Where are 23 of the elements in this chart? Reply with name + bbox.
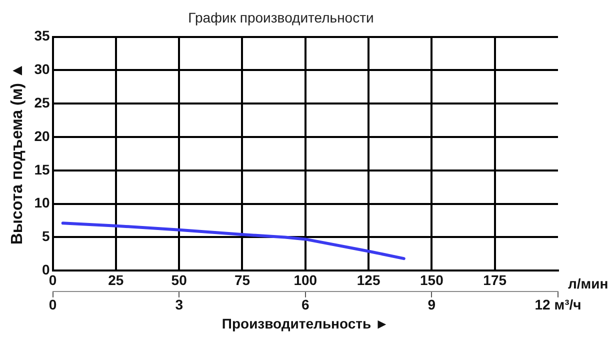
- y-tick-label: 15: [34, 161, 50, 178]
- x-tick-label: 175: [483, 272, 507, 288]
- chart-title: График производительности: [188, 9, 374, 26]
- x2-tick-label: 3: [175, 296, 184, 313]
- x-tick-label: 75: [234, 272, 250, 288]
- y-axis-title: Высота подъема (м) ▲: [9, 62, 26, 245]
- x-tick-label: 100: [294, 272, 318, 288]
- x-tick-label: 125: [356, 272, 380, 288]
- x-tick-label: 25: [108, 272, 124, 288]
- y-tick-label: 20: [34, 128, 50, 144]
- x-axis-title: Производительность ►: [222, 315, 389, 332]
- x-tick-label: 50: [171, 272, 188, 288]
- y-tick-label: 0: [42, 261, 50, 278]
- text: л/мин: [568, 275, 608, 292]
- x2-tick-label: 9: [428, 296, 436, 313]
- x-tick-label: 150: [420, 272, 444, 288]
- x2-tick-label: 12 м³/ч: [534, 296, 582, 313]
- x2-tick-label: 6: [301, 296, 310, 313]
- y-tick-label: 5: [42, 228, 50, 244]
- y-tick-label: 30: [34, 61, 50, 78]
- y-tick-label: 35: [34, 28, 50, 44]
- y-tick-label: 10: [34, 194, 50, 211]
- y-tick-label: 25: [34, 94, 50, 110]
